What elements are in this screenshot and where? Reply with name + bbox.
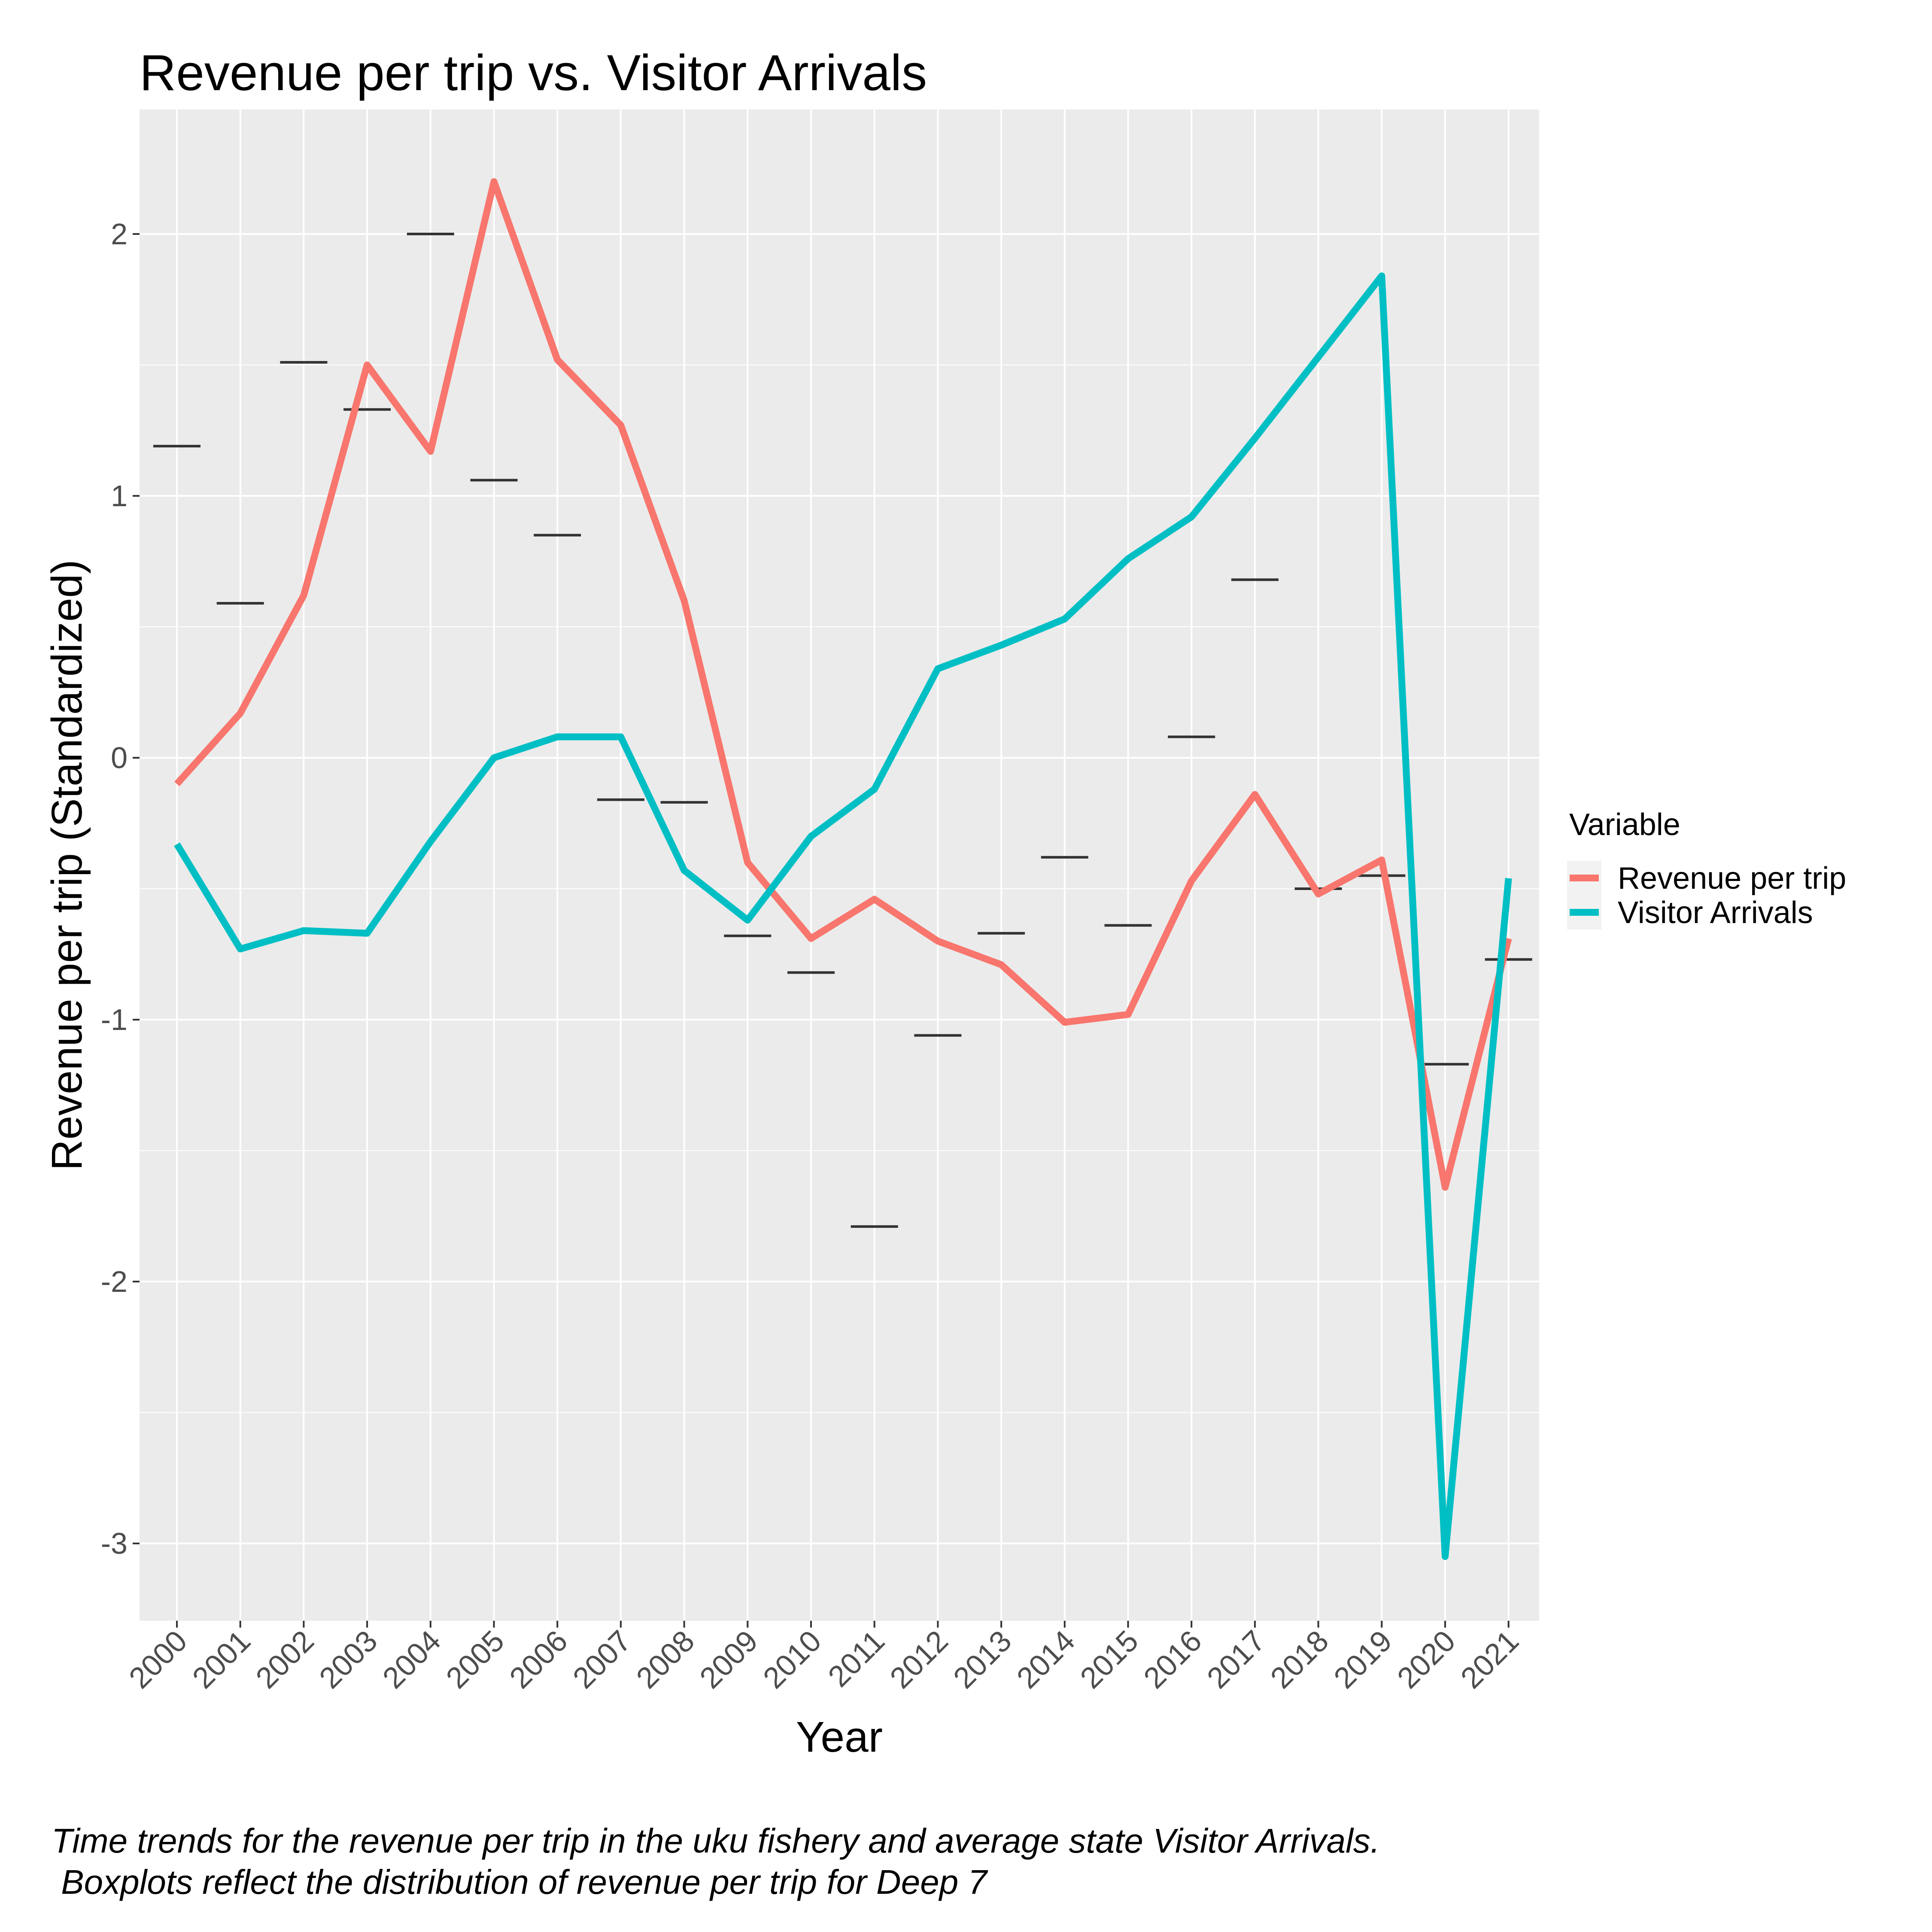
x-tick-label: 2007 xyxy=(566,1624,637,1695)
x-tick-label: 2005 xyxy=(440,1624,510,1695)
legend-title: Variable xyxy=(1569,808,1680,842)
chart-title: Revenue per trip vs. Visitor Arrivals xyxy=(140,45,927,101)
deep7-boxplots xyxy=(153,233,1532,1228)
series-line-visitor-arrivals xyxy=(174,272,1512,1560)
major-gridlines xyxy=(140,109,1539,1621)
x-tick-label: 2000 xyxy=(122,1624,193,1695)
series-lines xyxy=(174,178,1512,1560)
x-tick-label: 2014 xyxy=(1010,1624,1081,1695)
x-tick-label: 2017 xyxy=(1200,1624,1271,1695)
x-tick-label: 2012 xyxy=(884,1624,954,1695)
figure-caption: Time trends for the revenue per trip in … xyxy=(52,1822,1380,1901)
x-tick-label: 2020 xyxy=(1391,1624,1461,1695)
y-tick-label: 0 xyxy=(111,741,128,775)
minor-gridlines xyxy=(140,365,1539,1413)
x-axis-title: Year xyxy=(796,1713,883,1761)
x-tick-label: 2010 xyxy=(756,1624,827,1695)
x-tick-label: 2004 xyxy=(376,1624,447,1695)
x-tick-label: 2015 xyxy=(1074,1624,1145,1695)
x-tick-label: 2011 xyxy=(822,1624,891,1693)
y-tick-label: 2 xyxy=(111,217,128,251)
x-tick-label: 2001 xyxy=(186,1624,257,1695)
x-tick-label: 2019 xyxy=(1327,1624,1398,1695)
x-axis: 2000200120022003200420052006200720082009… xyxy=(122,1621,1525,1695)
y-tick-label: -3 xyxy=(101,1527,128,1560)
x-tick-label: 2016 xyxy=(1137,1624,1208,1695)
x-tick-label: 2021 xyxy=(1454,1624,1525,1695)
legend-label: Visitor Arrivals xyxy=(1618,896,1813,930)
series-line-revenue-per-trip xyxy=(174,178,1512,1191)
x-tick-label: 2006 xyxy=(503,1624,574,1695)
x-tick-label: 2003 xyxy=(313,1624,383,1695)
x-tick-label: 2013 xyxy=(947,1624,1018,1695)
y-axis-title: Revenue per trip (Standardized) xyxy=(43,560,91,1171)
legend-label: Revenue per trip xyxy=(1618,861,1846,896)
x-tick-label: 2002 xyxy=(249,1624,320,1695)
y-tick-label: -2 xyxy=(101,1265,128,1298)
y-tick-label: -1 xyxy=(101,1003,128,1036)
y-tick-label: 1 xyxy=(111,479,128,513)
x-tick-label: 2018 xyxy=(1264,1624,1335,1695)
x-tick-label: 2008 xyxy=(630,1624,701,1695)
x-tick-label: 2009 xyxy=(693,1624,764,1695)
plot-panel xyxy=(140,109,1539,1621)
y-axis: 2 1 0 -1 -2 -3 xyxy=(101,217,140,1560)
